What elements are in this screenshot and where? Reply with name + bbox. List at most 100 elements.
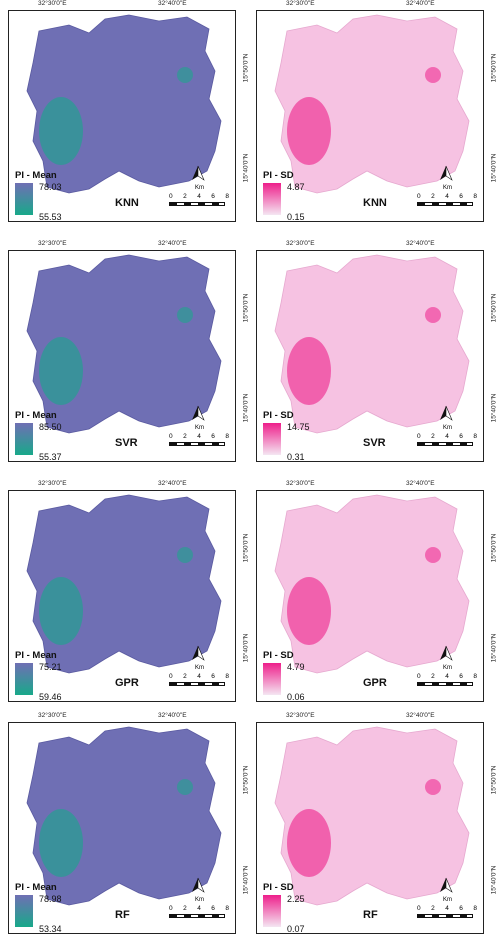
scale-tick: 0 [169, 433, 173, 440]
legend-max: 4.79 [287, 662, 305, 672]
lat-top-label: 15°50'0"N [242, 293, 250, 323]
hotspot [177, 779, 193, 795]
lon-left-label: 32°30'0"E [38, 0, 67, 7]
panel-gpr-sd: 32°30'0"E 32°40'0"E PI - SD 4.79 0.06 GP… [256, 480, 498, 708]
scale-tick: 0 [169, 905, 173, 912]
hotspot [425, 307, 441, 323]
hotspot [287, 337, 331, 405]
scale-unit: Km [443, 185, 452, 191]
scale-tick: 0 [169, 673, 173, 680]
scale-tick: 0 [417, 433, 421, 440]
legend-title: PI - SD [263, 882, 294, 893]
scale-bar: Km 0 2 4 6 8 [417, 425, 477, 449]
lat-bottom-label: 15°40'0"N [242, 865, 250, 895]
legend-title: PI - SD [263, 170, 294, 181]
scale-bar: Km 0 2 4 6 8 [417, 897, 477, 921]
legend-gradient [15, 663, 33, 695]
scale-tick: 4 [445, 673, 449, 680]
scale-tick: 4 [445, 193, 449, 200]
scale-tick: 0 [169, 193, 173, 200]
scale-tick: 2 [431, 673, 435, 680]
lon-left-label: 32°30'0"E [38, 480, 67, 487]
panel-gpr-mean: 32°30'0"E 32°40'0"E PI - Mean 75.21 59.4… [8, 480, 250, 708]
panel-svr-sd: 32°30'0"E 32°40'0"E PI - SD 14.75 0.31 S… [256, 240, 498, 468]
scale-unit: Km [195, 185, 204, 191]
legend-min: 53.34 [39, 924, 62, 934]
panel-knn-sd: 32°30'0"E 32°40'0"E PI - SD 4.87 0.15 KN… [256, 0, 498, 228]
map-region-sd [274, 254, 470, 434]
panel-rf-sd: 32°30'0"E 32°40'0"E PI - SD 2.25 0.07 RF… [256, 712, 498, 940]
scale-unit: Km [443, 897, 452, 903]
legend: PI - Mean 85.50 55.37 [15, 410, 62, 461]
scale-tick: 6 [211, 193, 215, 200]
lon-right-label: 32°40'0"E [158, 712, 187, 719]
scale-tick: 4 [197, 905, 201, 912]
legend-max: 78.98 [39, 894, 62, 904]
north-arrow-icon [192, 877, 205, 893]
model-label: RF [363, 909, 378, 921]
map-frame: PI - SD 4.87 0.15 KNN Km 0 2 4 6 8 [256, 10, 484, 222]
hotspot [425, 67, 441, 83]
legend-min: 55.37 [39, 452, 62, 462]
scale-graphic [169, 442, 225, 446]
legend-gradient [15, 423, 33, 455]
scale-tick: 8 [473, 193, 477, 200]
scale-graphic [417, 914, 473, 918]
scale-bar: Km 0 2 4 6 8 [169, 665, 229, 689]
scale-unit: Km [195, 425, 204, 431]
legend: PI - Mean 78.03 55.53 [15, 170, 62, 221]
scale-tick: 0 [417, 905, 421, 912]
legend-gradient [15, 183, 33, 215]
scale-tick: 2 [431, 905, 435, 912]
legend-title: PI - Mean [15, 410, 57, 421]
scale-tick: 4 [445, 433, 449, 440]
legend-max: 2.25 [287, 894, 305, 904]
panel-knn-mean: 32°30'0"E 32°40'0"E PI - Mean 78.03 55.5… [8, 0, 250, 228]
legend-title: PI - Mean [15, 882, 57, 893]
lon-right-label: 32°40'0"E [158, 480, 187, 487]
legend-max: 78.03 [39, 182, 62, 192]
legend-max: 4.87 [287, 182, 305, 192]
model-label: GPR [363, 677, 387, 689]
map-frame: PI - Mean 75.21 59.46 GPR Km 0 2 4 6 8 [8, 490, 236, 702]
lon-left-label: 32°30'0"E [286, 0, 315, 7]
panel-rf-mean: 32°30'0"E 32°40'0"E PI - Mean 78.98 53.3… [8, 712, 250, 940]
scale-unit: Km [443, 665, 452, 671]
scale-tick: 6 [459, 433, 463, 440]
lat-bottom-label: 15°40'0"N [242, 153, 250, 183]
legend: PI - SD 14.75 0.31 [263, 410, 310, 461]
scale-tick: 8 [473, 433, 477, 440]
hotspot [287, 577, 331, 645]
north-arrow-icon [192, 165, 205, 181]
lat-top-label: 15°50'0"N [490, 293, 498, 323]
model-label: GPR [115, 677, 139, 689]
legend-title: PI - SD [263, 650, 294, 661]
legend-max: 85.50 [39, 422, 62, 432]
scale-graphic [417, 202, 473, 206]
scale-graphic [169, 914, 225, 918]
scale-bar: Km 0 2 4 6 8 [169, 897, 229, 921]
scale-tick: 2 [183, 193, 187, 200]
lon-right-label: 32°40'0"E [158, 240, 187, 247]
lat-top-label: 15°50'0"N [242, 765, 250, 795]
scale-graphic [417, 442, 473, 446]
lat-top-label: 15°50'0"N [242, 53, 250, 83]
north-arrow-icon [192, 405, 205, 421]
scale-tick: 8 [225, 905, 229, 912]
north-arrow-icon [440, 645, 453, 661]
legend-max: 14.75 [287, 422, 310, 432]
lon-right-label: 32°40'0"E [406, 0, 435, 7]
map-region-mean [26, 14, 222, 194]
legend-max: 75.21 [39, 662, 62, 672]
map-region-sd [274, 14, 470, 194]
map-frame: PI - SD 2.25 0.07 RF Km 0 2 4 6 8 [256, 722, 484, 934]
lat-bottom-label: 15°40'0"N [490, 865, 498, 895]
scale-bar: Km 0 2 4 6 8 [417, 185, 477, 209]
scale-tick: 6 [211, 905, 215, 912]
legend-gradient [15, 895, 33, 927]
hotspot [177, 307, 193, 323]
lon-left-label: 32°30'0"E [286, 480, 315, 487]
hotspot [287, 97, 331, 165]
scale-tick: 2 [431, 193, 435, 200]
hotspot [39, 97, 83, 165]
